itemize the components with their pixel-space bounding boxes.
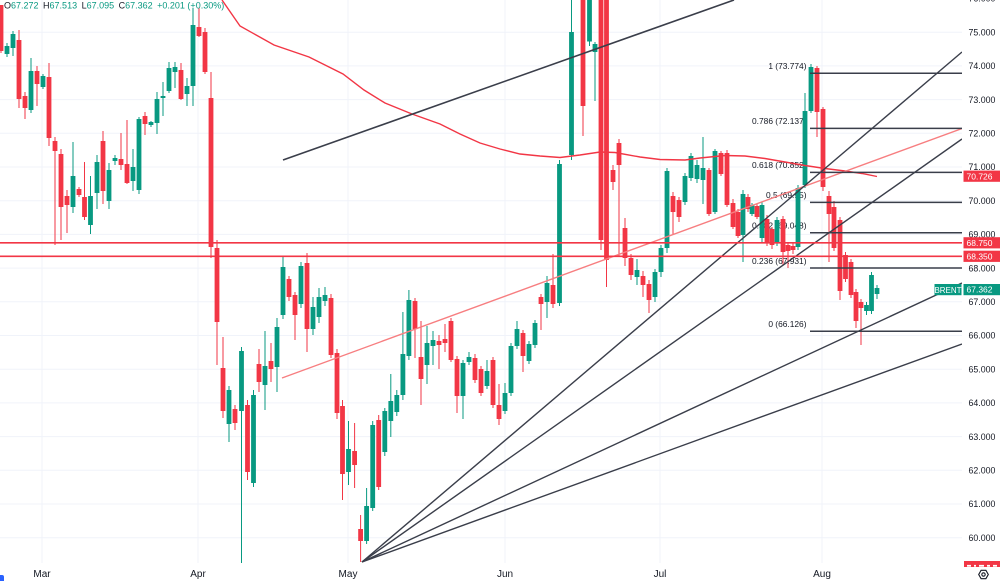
svg-text:0.618 (70.852): 0.618 (70.852) bbox=[752, 160, 807, 170]
svg-text:68.750: 68.750 bbox=[967, 238, 993, 248]
svg-text:74.000: 74.000 bbox=[969, 61, 996, 71]
svg-text:62.000: 62.000 bbox=[969, 466, 996, 476]
svg-text:67.000: 67.000 bbox=[969, 297, 996, 307]
svg-text:Mar: Mar bbox=[33, 569, 51, 580]
svg-text:65.000: 65.000 bbox=[969, 364, 996, 374]
svg-text:71.000: 71.000 bbox=[969, 162, 996, 172]
svg-text:BRENT: BRENT bbox=[934, 286, 961, 295]
svg-text:Aug: Aug bbox=[813, 569, 831, 580]
svg-text:Jul: Jul bbox=[654, 569, 667, 580]
svg-text:69.000: 69.000 bbox=[969, 230, 996, 240]
svg-text:70.000: 70.000 bbox=[969, 196, 996, 206]
svg-text:0.236 (67.931): 0.236 (67.931) bbox=[752, 256, 807, 266]
svg-text:72.000: 72.000 bbox=[969, 129, 996, 139]
svg-text:0.5 (69.95): 0.5 (69.95) bbox=[766, 190, 807, 200]
svg-text:68.000: 68.000 bbox=[969, 263, 996, 273]
svg-text:73.000: 73.000 bbox=[969, 95, 996, 105]
svg-text:0 (66.126): 0 (66.126) bbox=[768, 319, 806, 329]
svg-text:0.786 (72.137): 0.786 (72.137) bbox=[752, 116, 807, 126]
svg-text:61.000: 61.000 bbox=[969, 499, 996, 509]
svg-text:May: May bbox=[339, 569, 358, 580]
svg-text:1 (73.774): 1 (73.774) bbox=[768, 61, 806, 71]
svg-text:Jun: Jun bbox=[497, 569, 513, 580]
svg-text:68.350: 68.350 bbox=[967, 251, 993, 261]
svg-text:75.000: 75.000 bbox=[969, 27, 996, 37]
svg-text:66.000: 66.000 bbox=[969, 331, 996, 341]
svg-text:63.000: 63.000 bbox=[969, 432, 996, 442]
svg-text:70.726: 70.726 bbox=[967, 171, 993, 181]
svg-text:76.000: 76.000 bbox=[969, 0, 996, 4]
svg-text:60.000: 60.000 bbox=[969, 533, 996, 543]
svg-text:Apr: Apr bbox=[190, 569, 206, 580]
svg-text:67.362: 67.362 bbox=[967, 285, 993, 295]
svg-text:O67.272 H67.513 L67.095 C67.36: O67.272 H67.513 L67.095 C67.362 +0.201 (… bbox=[4, 1, 224, 11]
svg-text:64.000: 64.000 bbox=[969, 398, 996, 408]
